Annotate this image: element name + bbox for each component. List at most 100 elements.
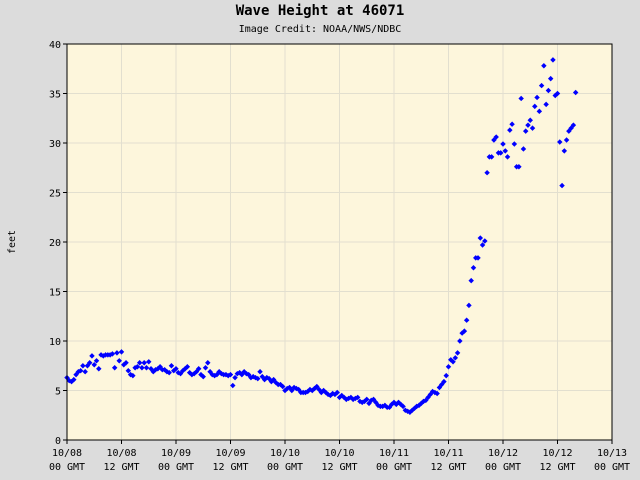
data-point bbox=[484, 169, 490, 176]
data-point bbox=[543, 101, 549, 108]
data-point bbox=[195, 365, 202, 372]
data-point bbox=[354, 394, 361, 401]
data-point bbox=[518, 95, 524, 102]
data-point bbox=[130, 372, 136, 379]
data-point bbox=[536, 108, 543, 115]
data-point bbox=[488, 154, 495, 160]
data-point bbox=[427, 391, 434, 398]
data-point bbox=[554, 90, 561, 97]
x-tick-time: 00 GMT bbox=[158, 462, 194, 473]
data-point bbox=[314, 383, 320, 390]
data-point bbox=[504, 154, 511, 160]
y-tick-label: 40 bbox=[49, 40, 61, 51]
data-point bbox=[561, 148, 568, 154]
data-point bbox=[468, 277, 474, 284]
data-point bbox=[522, 128, 529, 134]
data-point bbox=[445, 364, 452, 370]
data-point bbox=[470, 265, 477, 271]
x-tick-date: 10/09 bbox=[161, 448, 191, 459]
data-point bbox=[118, 349, 125, 355]
x-axis-ticks: 10/08 00 GMT 10/08 12 GMT 10/09 00 GMT 10/09 12… bbox=[49, 440, 630, 473]
y-axis-label: feet bbox=[7, 230, 18, 254]
data-point bbox=[93, 358, 100, 364]
data-point bbox=[266, 375, 272, 382]
data-point bbox=[89, 353, 95, 359]
data-point bbox=[255, 375, 261, 382]
x-tick-time: 00 GMT bbox=[376, 462, 412, 473]
data-point bbox=[491, 137, 497, 143]
data-point bbox=[563, 137, 570, 143]
data-point bbox=[193, 368, 200, 375]
data-point bbox=[173, 365, 179, 372]
y-tick-label: 35 bbox=[49, 90, 61, 101]
data-point bbox=[545, 87, 552, 94]
x-tick-date: 10/13 bbox=[597, 448, 627, 459]
data-point bbox=[457, 338, 463, 344]
data-point bbox=[532, 103, 538, 110]
x-tick-time: 00 GMT bbox=[49, 462, 85, 473]
x-tick-date: 10/10 bbox=[324, 448, 354, 459]
data-point bbox=[493, 134, 499, 140]
data-point bbox=[136, 360, 143, 366]
data-point bbox=[450, 359, 456, 365]
data-point bbox=[86, 360, 93, 366]
data-point bbox=[168, 363, 175, 369]
data-point bbox=[550, 57, 556, 63]
y-tick-label: 15 bbox=[49, 288, 61, 299]
data-point bbox=[146, 359, 152, 365]
data-point bbox=[200, 373, 206, 380]
data-point bbox=[477, 235, 484, 241]
y-axis-ticks: 0 5 10 15 20 25 30 35 40 bbox=[49, 40, 67, 447]
data-point bbox=[452, 355, 459, 361]
data-point bbox=[205, 360, 211, 366]
data-point bbox=[502, 148, 508, 154]
x-tick-time: 12 GMT bbox=[103, 462, 139, 473]
y-tick-label: 10 bbox=[49, 337, 61, 348]
data-point bbox=[295, 386, 302, 393]
data-point bbox=[286, 384, 293, 391]
x-tick-time: 12 GMT bbox=[212, 462, 248, 473]
data-point bbox=[525, 122, 531, 128]
data-point bbox=[463, 317, 470, 323]
data-point bbox=[534, 94, 540, 101]
data-point bbox=[386, 404, 393, 411]
data-point bbox=[373, 399, 379, 406]
data-point bbox=[257, 368, 263, 375]
data-point bbox=[520, 146, 527, 152]
data-point bbox=[280, 383, 286, 390]
data-point bbox=[84, 363, 91, 369]
data-point bbox=[73, 371, 79, 378]
data-point bbox=[316, 386, 322, 393]
data-point bbox=[141, 360, 147, 366]
data-point bbox=[529, 125, 536, 131]
x-tick-date: 10/11 bbox=[433, 448, 463, 459]
data-point bbox=[143, 365, 150, 371]
data-point bbox=[202, 365, 209, 371]
data-point bbox=[511, 141, 518, 147]
y-tick-label: 0 bbox=[55, 436, 61, 447]
data-point bbox=[366, 400, 372, 407]
data-point bbox=[570, 122, 577, 128]
y-tick-label: 5 bbox=[55, 387, 61, 398]
data-point bbox=[289, 387, 295, 394]
data-point bbox=[82, 368, 88, 375]
data-point bbox=[498, 150, 504, 156]
data-point bbox=[91, 362, 97, 368]
data-point bbox=[109, 351, 116, 357]
data-point bbox=[479, 242, 486, 248]
data-point bbox=[436, 384, 443, 391]
data-point bbox=[559, 182, 565, 189]
data-point bbox=[71, 376, 77, 383]
data-point bbox=[475, 255, 481, 261]
data-point bbox=[541, 63, 547, 69]
data-point bbox=[425, 394, 431, 401]
data-point bbox=[77, 367, 84, 374]
data-point bbox=[123, 360, 129, 366]
data-point bbox=[547, 75, 554, 82]
data-point bbox=[80, 363, 86, 369]
data-point bbox=[227, 371, 234, 378]
data-point bbox=[441, 378, 447, 385]
data-point bbox=[400, 403, 406, 410]
data-point bbox=[461, 328, 468, 334]
data-point bbox=[177, 370, 184, 377]
